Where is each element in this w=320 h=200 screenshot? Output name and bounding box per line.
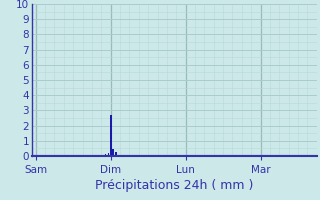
Bar	[112, 149, 114, 156]
X-axis label: Précipitations 24h ( mm ): Précipitations 24h ( mm )	[95, 179, 253, 192]
Bar	[108, 153, 109, 156]
Bar	[110, 115, 112, 156]
Bar	[105, 154, 106, 156]
Bar	[115, 152, 117, 156]
